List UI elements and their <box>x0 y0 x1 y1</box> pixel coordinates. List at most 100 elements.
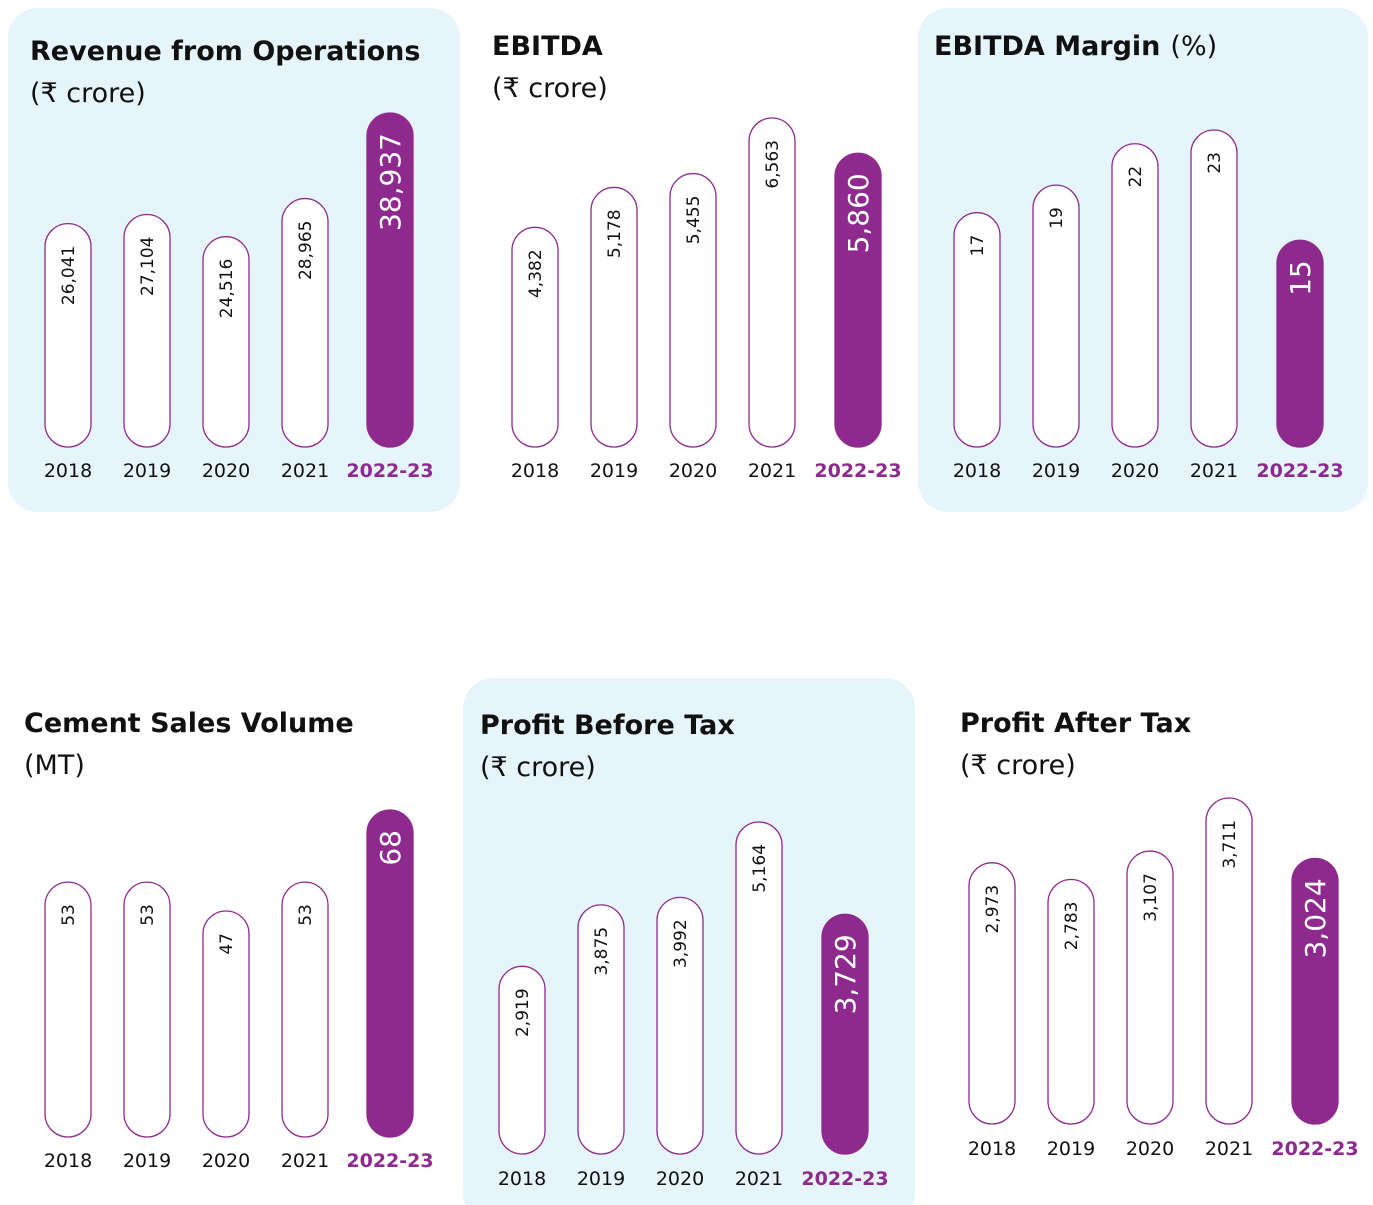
chart-panel: EBITDA (₹ crore) 4,382 2018 5,178 2019 5,455 20… <box>492 31 902 482</box>
chart-subtitle: (₹ crore) <box>30 78 146 109</box>
value-label: 68 <box>374 830 407 866</box>
highlight-bar <box>366 112 414 448</box>
bar <box>968 862 1016 1125</box>
category-label: 2021 <box>1205 1138 1253 1160</box>
value-label: 3,875 <box>592 927 612 976</box>
category-label: 2018 <box>498 1168 546 1190</box>
category-label: 2022-23 <box>346 460 433 482</box>
category-label: 2022-23 <box>801 1168 888 1190</box>
bar <box>735 821 783 1155</box>
value-label: 38,937 <box>374 133 407 231</box>
bar <box>1047 878 1095 1125</box>
bar <box>656 896 704 1155</box>
category-label: 2021 <box>1190 460 1238 482</box>
highlight-bar <box>1291 857 1339 1125</box>
value-label: 3,024 <box>1299 878 1332 958</box>
chart-title: Cement Sales Volume <box>24 708 354 739</box>
value-label: 3,711 <box>1220 820 1240 869</box>
value-label: 3,107 <box>1141 873 1161 922</box>
value-label: 28,965 <box>296 221 316 280</box>
bar <box>123 213 171 448</box>
bar <box>669 172 717 448</box>
chart-panel: Cement Sales Volume (MT) 53 2018 53 2019 47 202… <box>24 708 434 1172</box>
bar <box>511 226 559 448</box>
value-label: 47 <box>217 933 237 955</box>
value-label: 5,860 <box>842 173 875 253</box>
value-label: 15 <box>1284 260 1317 296</box>
chart-subtitle: (₹ crore) <box>960 750 1076 781</box>
highlight-bar <box>821 913 869 1155</box>
value-label: 2,919 <box>513 988 533 1037</box>
value-label: 53 <box>59 904 79 926</box>
chart-panel: Profit After Tax (₹ crore) 2,973 2018 2,783 2… <box>960 708 1359 1160</box>
chart-title: Revenue from Operations <box>30 36 420 67</box>
bar <box>44 881 92 1138</box>
category-label: 2020 <box>202 460 250 482</box>
category-label: 2019 <box>1032 460 1080 482</box>
value-label: 2,783 <box>1062 902 1082 951</box>
value-label: 26,041 <box>59 246 79 305</box>
value-label: 3,729 <box>829 934 862 1014</box>
value-label: 2,973 <box>983 885 1003 934</box>
value-label: 19 <box>1047 207 1067 229</box>
category-label: 2019 <box>123 1150 171 1172</box>
highlight-bar <box>366 809 414 1138</box>
category-label: 2022-23 <box>346 1150 433 1172</box>
category-label: 2018 <box>968 1138 1016 1160</box>
value-label: 53 <box>296 904 316 926</box>
value-label: 5,178 <box>605 209 625 258</box>
category-label: 2022-23 <box>1271 1138 1358 1160</box>
chart-subtitle: (MT) <box>24 750 85 781</box>
category-label: 2022-23 <box>814 460 901 482</box>
value-label: 3,992 <box>671 919 691 968</box>
chart-panel: Profit Before Tax (₹ crore) 2,919 2018 3,875… <box>463 678 915 1205</box>
category-label: 2021 <box>735 1168 783 1190</box>
bar <box>1126 850 1174 1125</box>
value-label: 4,382 <box>526 249 546 298</box>
category-label: 2019 <box>1047 1138 1095 1160</box>
bar <box>123 881 171 1138</box>
bar <box>202 236 250 448</box>
category-label: 2021 <box>281 1150 329 1172</box>
category-label: 2019 <box>123 460 171 482</box>
chart-title: EBITDA <box>492 31 603 62</box>
category-label: 2020 <box>1111 460 1159 482</box>
category-label: 2020 <box>1126 1138 1174 1160</box>
category-label: 2022-23 <box>1256 460 1343 482</box>
category-label: 2018 <box>953 460 1001 482</box>
chart-subtitle: (₹ crore) <box>480 752 596 783</box>
bar <box>498 965 546 1155</box>
bar <box>1111 143 1159 448</box>
category-label: 2020 <box>202 1150 250 1172</box>
category-label: 2020 <box>669 460 717 482</box>
value-label: 17 <box>968 235 988 257</box>
bar <box>281 881 329 1138</box>
bar <box>202 910 250 1138</box>
chart-title: Profit After Tax <box>960 708 1191 739</box>
bar <box>1190 129 1238 448</box>
category-label: 2019 <box>590 460 638 482</box>
chart-panel: EBITDA Margin (%) 17 2018 19 2019 22 2020 23 2021… <box>918 8 1368 512</box>
chart-title: Profit Before Tax <box>480 710 735 741</box>
category-label: 2021 <box>281 460 329 482</box>
category-label: 2020 <box>656 1168 704 1190</box>
value-label: 27,104 <box>138 237 158 296</box>
bar <box>44 222 92 448</box>
category-label: 2018 <box>511 460 559 482</box>
value-label: 53 <box>138 904 158 926</box>
bar <box>953 212 1001 448</box>
bar <box>1205 797 1253 1125</box>
category-label: 2018 <box>44 1150 92 1172</box>
chart-subtitle: (%) <box>1170 31 1217 62</box>
value-label: 5,164 <box>750 844 770 893</box>
highlight-bar <box>1276 239 1324 448</box>
bar <box>748 117 796 448</box>
category-label: 2018 <box>44 460 92 482</box>
chart-title: EBITDA Margin <box>934 31 1160 62</box>
value-label: 6,563 <box>763 140 783 189</box>
highlight-bar <box>834 152 882 448</box>
category-label: 2019 <box>577 1168 625 1190</box>
chart-panel: Revenue from Operations (₹ crore) 26,041 20… <box>8 8 460 512</box>
chart-subtitle: (₹ crore) <box>492 73 608 104</box>
